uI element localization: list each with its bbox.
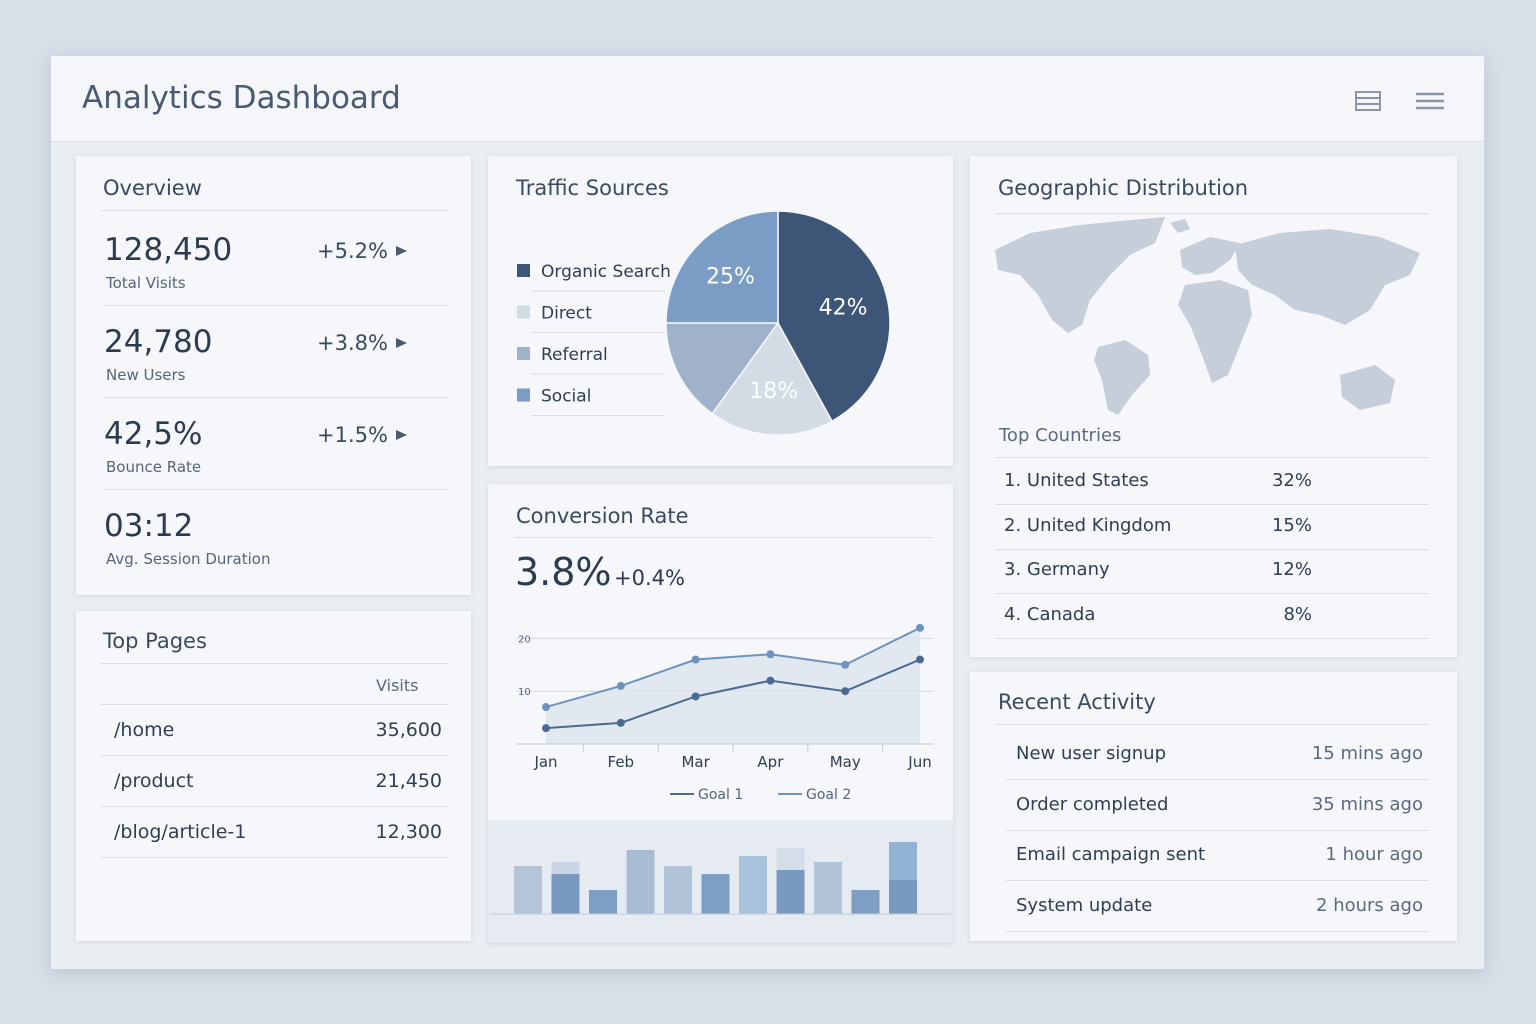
page-path: /home bbox=[114, 719, 175, 741]
divider bbox=[101, 704, 448, 705]
divider bbox=[101, 857, 448, 858]
country: 4. Canada bbox=[1004, 603, 1096, 625]
divider bbox=[104, 489, 449, 490]
metric-label: Total Visits bbox=[106, 274, 186, 292]
subtitle: Top Countries bbox=[999, 425, 1122, 446]
metric-change: +3.8% bbox=[317, 331, 388, 355]
activity-time: 2 hours ago bbox=[1316, 894, 1423, 916]
country-share: 12% bbox=[1271, 559, 1312, 580]
card-title: Traffic Sources bbox=[516, 176, 669, 200]
metric-value: 03:12 bbox=[104, 508, 194, 544]
activity-event: System update bbox=[1016, 894, 1153, 916]
page-title: Analytics Dashboard bbox=[82, 80, 401, 116]
divider bbox=[996, 593, 1428, 594]
divider bbox=[1006, 829, 1428, 831]
divider bbox=[104, 305, 449, 306]
header-icons[interactable] bbox=[1354, 90, 1454, 114]
divider bbox=[1006, 779, 1428, 780]
metric-change: +5.2% bbox=[317, 239, 388, 263]
divider bbox=[996, 724, 1428, 725]
divider bbox=[996, 504, 1428, 505]
conversion-change: +0.4% bbox=[614, 566, 685, 590]
metric-label: Avg. Session Duration bbox=[106, 550, 271, 568]
traffic-card bbox=[488, 156, 953, 466]
divider bbox=[104, 397, 449, 398]
page-path: /product bbox=[114, 770, 194, 792]
trend-arrow bbox=[396, 430, 407, 440]
activity-event: Order completed bbox=[1016, 793, 1169, 815]
metric-label: New Users bbox=[106, 366, 186, 384]
page-visits: 21,450 bbox=[375, 770, 442, 792]
divider bbox=[996, 213, 1428, 214]
activity-event: New user signup bbox=[1016, 743, 1167, 764]
divider bbox=[996, 457, 1428, 458]
card-title: Recent Activity bbox=[998, 690, 1156, 714]
world-map bbox=[995, 217, 1420, 415]
divider bbox=[101, 210, 448, 211]
country-share: 32% bbox=[1271, 470, 1312, 491]
page-visits: 35,600 bbox=[375, 719, 442, 741]
conversion-value: 3.8% bbox=[515, 550, 612, 594]
top-pages-card bbox=[76, 611, 471, 941]
metric-value: 128,450 bbox=[104, 232, 233, 268]
overview-card bbox=[76, 156, 471, 595]
card-title: Overview bbox=[103, 176, 202, 200]
activity-time: 1 hour ago bbox=[1325, 844, 1423, 865]
metric-value: 42,5% bbox=[104, 416, 203, 452]
metric-label: Bounce Rate bbox=[106, 458, 202, 476]
metric-value: 24,780 bbox=[104, 324, 213, 360]
metric-change: +1.5% bbox=[317, 423, 388, 447]
divider bbox=[1006, 880, 1428, 881]
divider bbox=[996, 637, 1428, 639]
divider bbox=[101, 663, 448, 664]
country-share: 15% bbox=[1271, 514, 1312, 536]
activity-time: 15 mins ago bbox=[1311, 743, 1423, 764]
card-title: Geographic Distribution bbox=[998, 176, 1249, 200]
divider bbox=[101, 806, 448, 807]
header bbox=[51, 56, 1484, 142]
country: 3. Germany bbox=[1004, 559, 1110, 580]
column-header: Visits bbox=[376, 676, 419, 695]
country: 2. United Kingdom bbox=[1004, 514, 1172, 536]
divider bbox=[514, 537, 932, 538]
bar-strip bbox=[488, 820, 953, 943]
divider bbox=[996, 548, 1428, 550]
divider bbox=[101, 755, 448, 756]
card-title: Conversion Rate bbox=[516, 504, 689, 528]
activity-time: 35 mins ago bbox=[1311, 793, 1423, 815]
card-title: Top Pages bbox=[103, 629, 207, 653]
country-share: 8% bbox=[1283, 603, 1312, 625]
country: 1. United States bbox=[1004, 470, 1149, 491]
trend-arrow bbox=[396, 338, 407, 348]
divider bbox=[1006, 930, 1428, 932]
activity-event: Email campaign sent bbox=[1016, 844, 1206, 865]
activity-card bbox=[970, 672, 1457, 941]
page-visits: 12,300 bbox=[375, 821, 442, 843]
trend-arrow bbox=[396, 246, 407, 256]
page-path: /blog/article-1 bbox=[114, 821, 247, 843]
